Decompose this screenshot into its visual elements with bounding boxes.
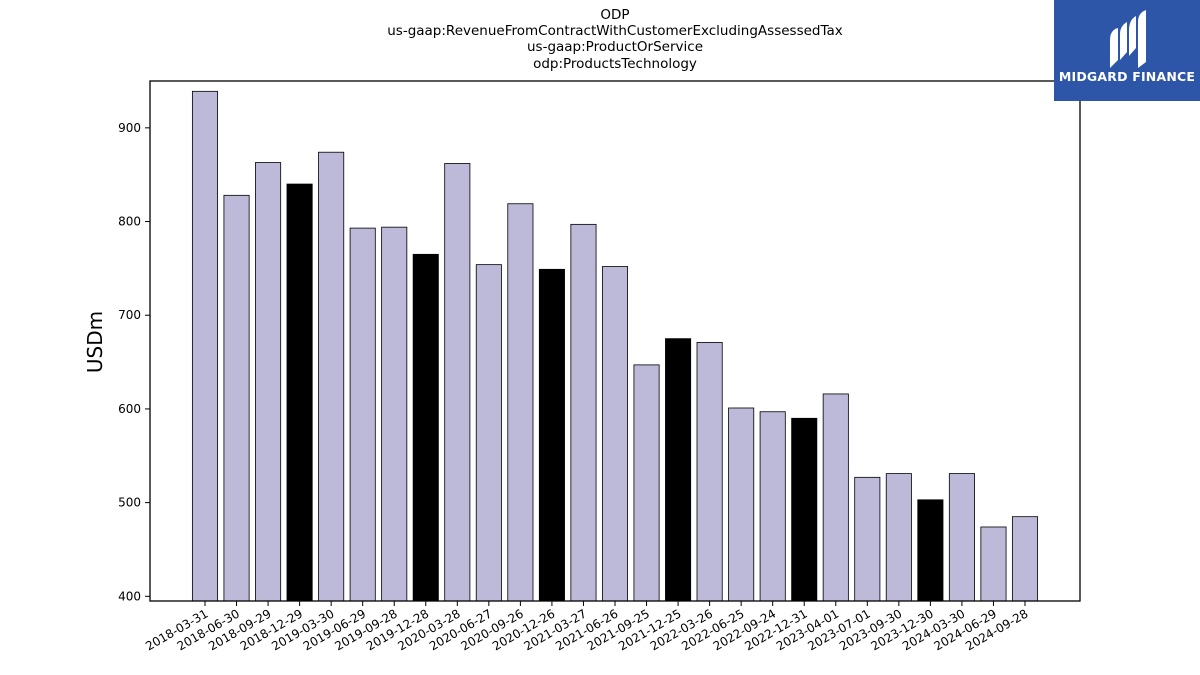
title-line-2: us-gaap:RevenueFromContractWithCustomerE… [387,23,843,39]
title-line-1: ODP [600,7,630,23]
bar-2020-12-26 [538,268,565,602]
bar-2022-06-25 [728,407,755,602]
bar-2024-09-28 [1011,516,1039,602]
bar-2019-03-30 [318,151,345,602]
y-tick-label: 600 [118,402,141,416]
y-tick-label: 400 [118,589,141,603]
plot-frame [149,80,1081,602]
bar-2019-12-28 [412,253,439,602]
bar-2018-03-31 [191,90,219,602]
bar-2022-09-24 [759,411,786,602]
bar-2023-12-30 [917,499,944,602]
bar-2024-06-29 [980,526,1007,602]
bar-2022-12-31 [791,417,818,602]
bar-2021-12-25 [665,338,692,602]
bar-2023-07-01 [854,476,881,602]
bar-2020-03-28 [444,163,471,602]
bar-2022-03-26 [696,342,723,602]
bar-2019-09-28 [381,226,408,602]
bars-group [191,90,1039,602]
bar-2018-12-29 [286,183,313,602]
midgard-finance-logo: MIDGARD FINANCE [1054,0,1200,101]
y-tick-label: 700 [118,308,141,322]
bar-2018-06-30 [223,194,250,602]
bar-2020-09-26 [507,203,534,602]
title-line-3: us-gaap:ProductOrService [526,39,704,55]
bar-2021-06-26 [601,266,629,602]
bar-2023-04-01 [822,393,849,602]
bar-2018-09-29 [255,162,282,602]
y-axis: 400 500 600 700 800 900 [118,121,150,603]
bar-2021-03-27 [570,223,597,602]
bar-2019-06-29 [349,227,376,602]
logo-text: MIDGARD FINANCE [1058,69,1196,84]
bar-2024-03-30 [948,473,975,602]
x-axis: 2018-03-312018-06-302018-09-292018-12-29… [143,601,1031,653]
y-tick-label: 500 [118,496,141,510]
logo-mark-icon [1110,10,1146,68]
y-tick-label: 800 [118,215,141,229]
y-axis-label: USDm [83,310,107,374]
bar-2023-09-30 [885,473,912,602]
title-line-4: odp:ProductsTechnology [533,56,697,72]
y-tick-label: 900 [118,121,141,135]
bar-2021-09-25 [633,364,660,602]
bar-2020-06-27 [475,264,502,602]
